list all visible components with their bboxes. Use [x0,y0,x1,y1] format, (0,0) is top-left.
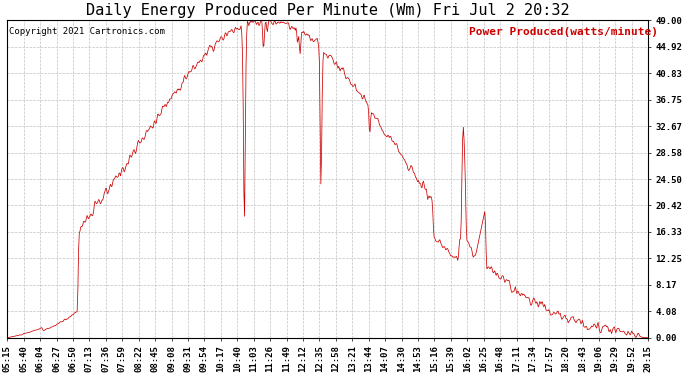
Text: Copyright 2021 Cartronics.com: Copyright 2021 Cartronics.com [8,27,164,36]
Title: Daily Energy Produced Per Minute (Wm) Fri Jul 2 20:32: Daily Energy Produced Per Minute (Wm) Fr… [86,3,569,18]
Text: Power Produced(watts/minute): Power Produced(watts/minute) [469,27,658,37]
